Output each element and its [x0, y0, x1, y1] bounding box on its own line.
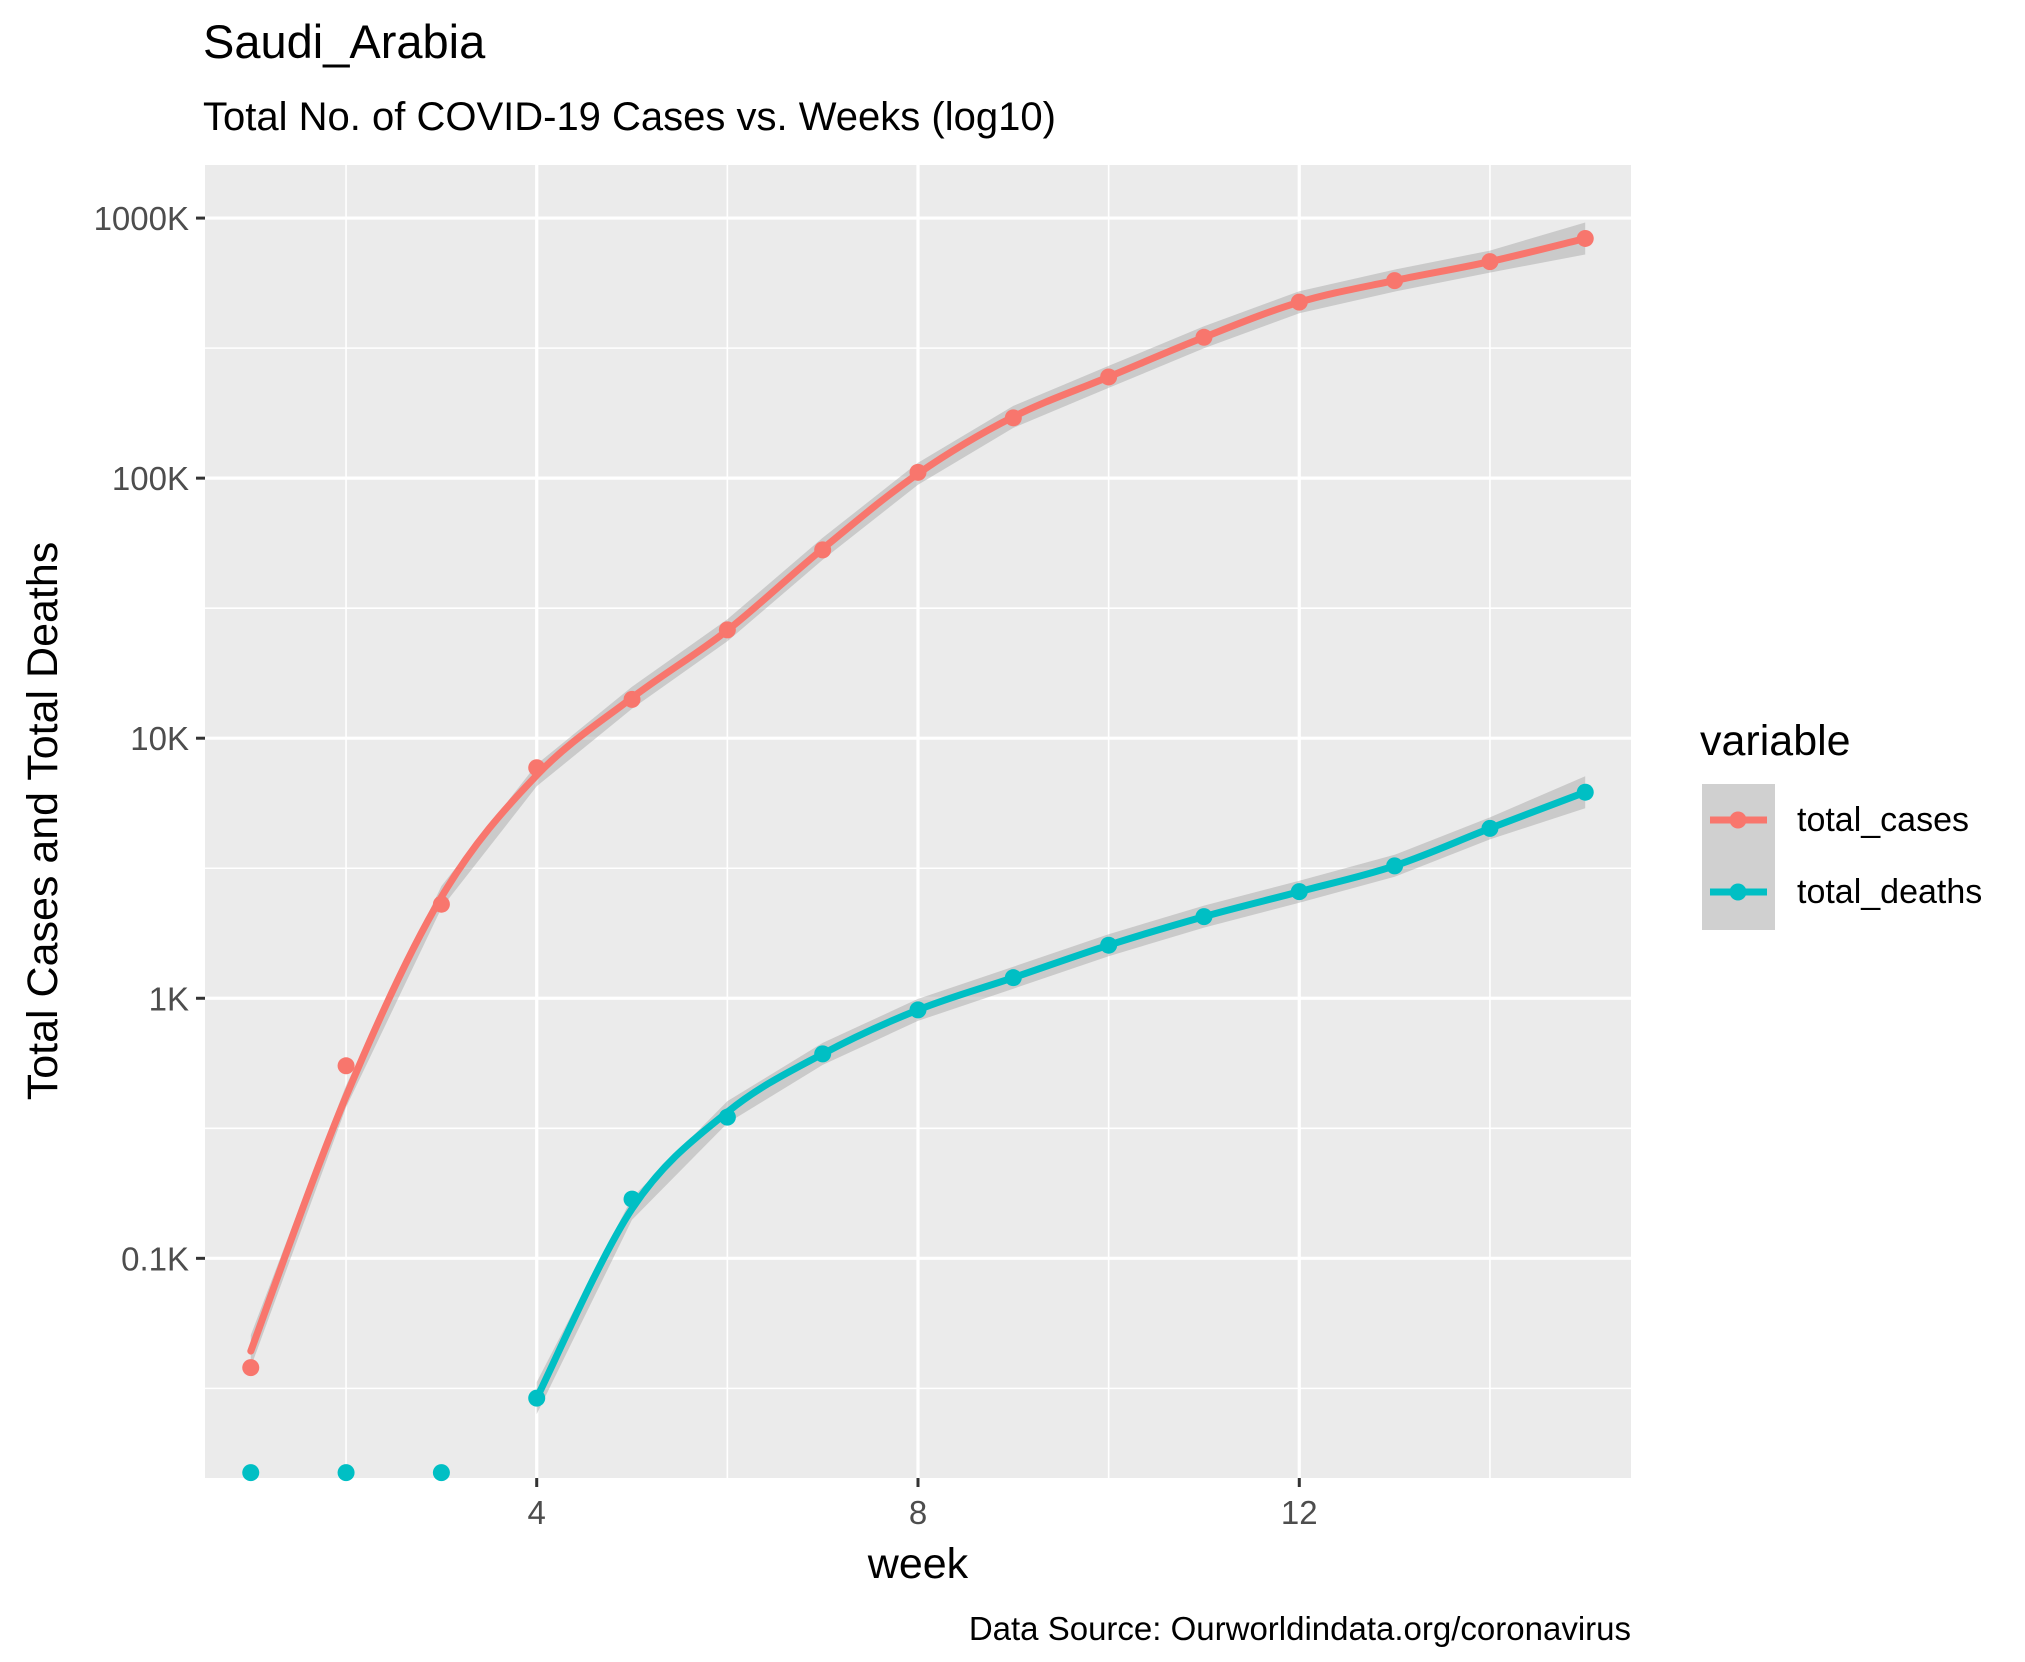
total_deaths-point	[242, 1464, 260, 1482]
total_cases-point	[814, 541, 832, 559]
x-tick-label: 12	[1281, 1494, 1318, 1531]
total_deaths-point	[1576, 783, 1594, 801]
total_deaths-point	[909, 1001, 927, 1019]
y-axis-label: Total Cases and Total Deaths	[19, 542, 67, 1101]
total_deaths-point	[1004, 969, 1022, 987]
total_deaths-point	[1195, 908, 1213, 926]
total_deaths-point	[1481, 819, 1499, 837]
total_deaths-point	[528, 1389, 546, 1407]
total_cases-point	[528, 759, 546, 777]
total_deaths-point	[1290, 883, 1308, 901]
y-tick-label: 0.1K	[121, 1240, 189, 1277]
total_cases-point	[1290, 293, 1308, 311]
total_deaths-point	[623, 1190, 641, 1208]
total_deaths-point	[814, 1045, 832, 1063]
total_cases-point	[718, 621, 736, 639]
total_cases-point	[1195, 328, 1213, 346]
total_cases-point	[1100, 368, 1118, 386]
y-tick-label: 1K	[149, 980, 189, 1017]
chart-subtitle: Total No. of COVID-19 Cases vs. Weeks (l…	[203, 95, 1056, 139]
x-tick-label: 8	[909, 1494, 927, 1531]
x-tick-label: 4	[528, 1494, 546, 1531]
legend-title: variable	[1700, 717, 1851, 765]
y-axis: 0.1K 1K 10K 100K 1000K	[94, 200, 205, 1277]
total_cases-point	[623, 690, 641, 708]
total_cases-legend-point	[1729, 811, 1747, 829]
total_deaths-point	[1100, 936, 1118, 954]
total_cases-point	[242, 1359, 260, 1377]
total_cases-point	[1576, 229, 1594, 247]
total_cases-point	[909, 463, 927, 481]
legend-keys	[1710, 811, 1767, 901]
total_deaths-point	[718, 1108, 736, 1126]
y-tick-label: 100K	[112, 460, 189, 497]
legend-key-background	[1702, 784, 1775, 930]
total_deaths-point	[1386, 857, 1404, 875]
total_deaths-legend-point	[1729, 883, 1747, 901]
y-tick-label: 1000K	[94, 200, 189, 237]
total_cases-point	[1481, 253, 1499, 271]
total_cases-point	[1386, 272, 1404, 290]
legend-label-total-deaths: total_deaths	[1797, 873, 1982, 911]
x-axis: 4 8 12	[528, 1478, 1318, 1531]
legend-label-total-cases: total_cases	[1797, 801, 1969, 839]
total_cases-trend-line	[247, 235, 1589, 1355]
y-tick-label: 10K	[130, 720, 189, 757]
total_cases-point	[432, 895, 450, 913]
legend: variable total_cases total_deaths	[1700, 717, 1982, 930]
chart-title: Saudi_Arabia	[203, 15, 486, 68]
total_cases-point	[1004, 409, 1022, 427]
x-axis-label: week	[867, 1540, 969, 1588]
total_deaths-point	[337, 1464, 355, 1482]
total_deaths-point	[432, 1464, 450, 1482]
total_cases-point	[337, 1057, 355, 1075]
data-points	[242, 229, 1594, 1482]
caption: Data Source: Ourworldindata.org/coronavi…	[969, 1610, 1631, 1647]
